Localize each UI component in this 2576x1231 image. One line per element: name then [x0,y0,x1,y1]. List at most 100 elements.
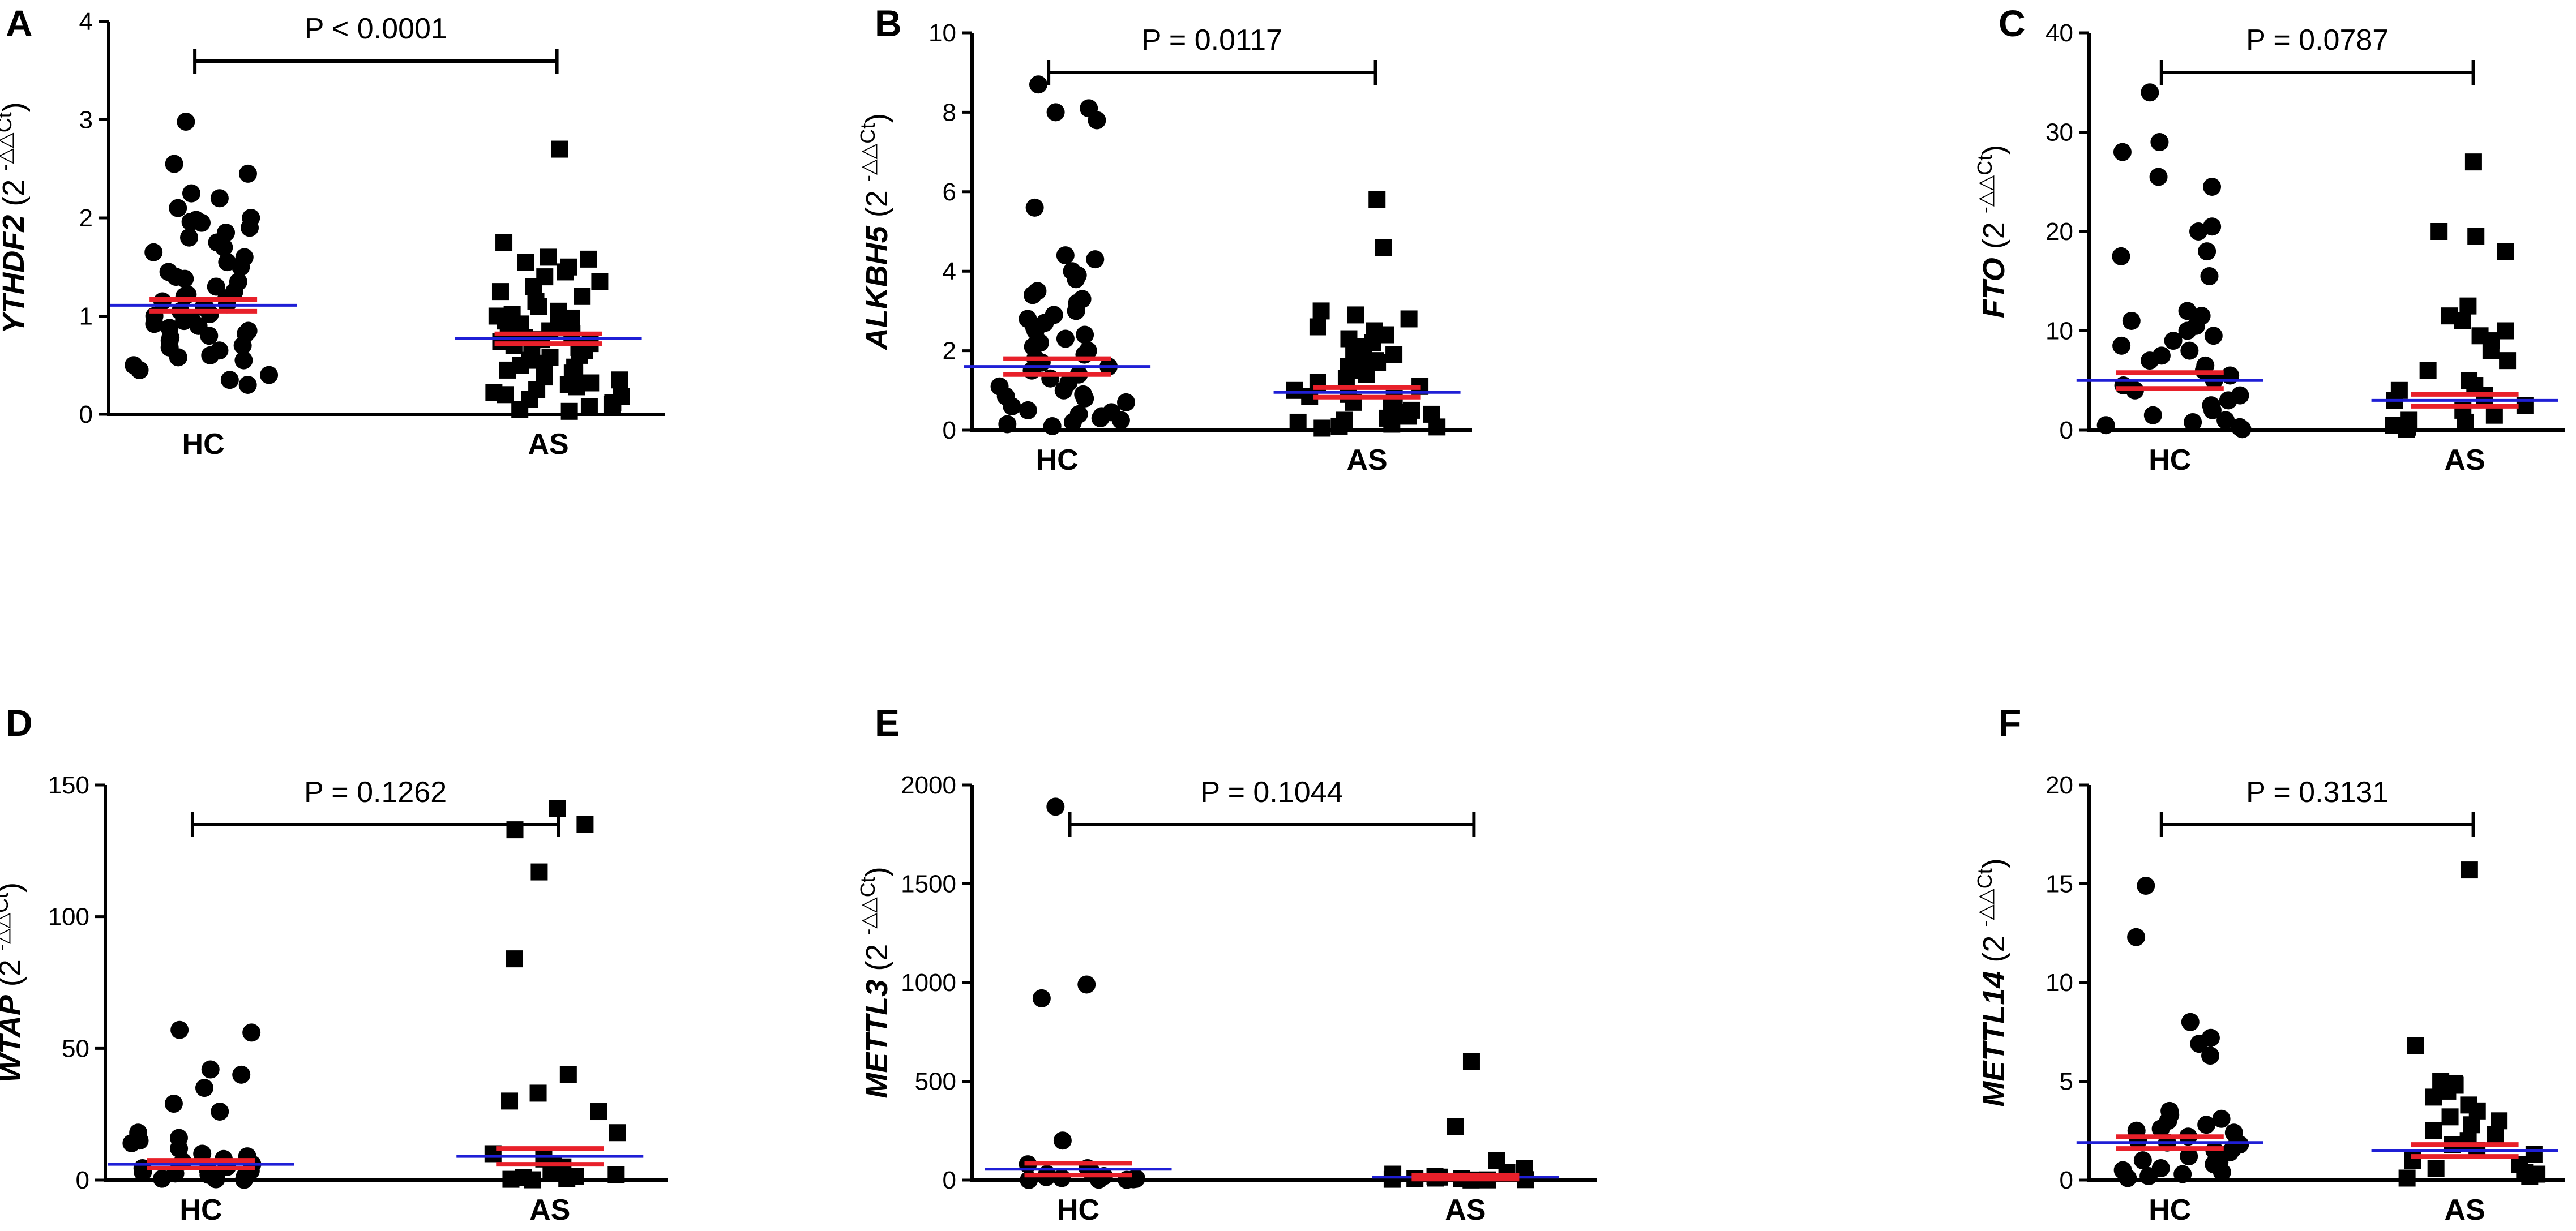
data-point-hc [169,348,187,367]
data-point-hc [2184,413,2202,431]
data-point-hc [2233,420,2252,439]
data-point-as [1517,1171,1534,1189]
y-axis-label-base: (2 [1977,927,2011,971]
y-tick-label: 5 [2060,1068,2073,1096]
y-tick-label: 0 [76,1166,89,1194]
data-point-as [2430,223,2448,240]
data-point-hc [235,1170,254,1189]
data-point-hc [1024,286,1042,304]
data-point-hc [2151,1120,2170,1138]
y-tick-label: 0 [2060,1166,2073,1194]
y-axis-label: FTO (2 -△△Ct) [1973,145,2011,318]
data-point-hc [233,336,252,355]
data-point-hc [1075,345,1094,364]
panel-b: B 0 2 4 6 8 10 ALKBH5 (2 -△△Ct) HC AS P = 0.0117 [856,2,1472,477]
data-point-hc [1054,381,1073,400]
x-category-label-hc: HC [182,428,225,461]
data-point-hc [2203,178,2222,196]
data-point-hc [1043,417,1062,435]
y-tick-label: 8 [943,98,956,126]
data-point-hc [2180,1147,2198,1166]
y-tick-label: 0 [79,401,93,428]
y-axis-label-gene: METTL14 [1977,971,2011,1107]
data-point-hc [1088,111,1106,130]
data-point-as [2461,861,2478,879]
y-axis-label-base: (2 [0,171,31,215]
y-tick-label: 4 [943,258,956,285]
p-value-label: P < 0.0001 [305,12,447,45]
panel-letter: D [6,702,33,744]
data-point-as [497,386,514,404]
x-category-label-hc: HC [2149,444,2191,477]
y-axis-label-exponent: -△△Ct [856,877,879,935]
data-point-as [580,250,597,268]
data-point-hc [122,1134,141,1152]
data-point-hc [1053,1131,1072,1150]
data-point-hc [220,371,239,389]
data-point-as [2497,243,2514,260]
data-point-hc [2141,83,2159,102]
data-point-as [607,1166,625,1183]
data-point-as [1383,1170,1401,1188]
data-point-hc [192,213,211,232]
data-point-as [2482,342,2500,359]
data-point-hc [207,1170,225,1189]
y-tick-label: 500 [915,1068,956,1096]
data-point-hc [238,375,257,394]
panel-letter: A [6,2,33,44]
data-point-hc [1077,975,1096,994]
y-axis-label-gene: FTO [1977,258,2011,318]
data-point-hc [1056,246,1075,265]
data-point-hc [182,184,200,203]
data-point-hc [177,112,195,131]
data-point-as [611,371,628,389]
data-point-as [603,396,621,413]
data-point-as [1400,310,1418,328]
data-point-hc [1032,989,1051,1007]
data-point-hc [1091,409,1110,427]
data-point-hc [165,155,183,173]
x-category-label-as: AS [2444,1194,2485,1226]
data-point-as [1330,417,1348,435]
data-point-hc [242,1023,261,1042]
data-point-hc [200,327,219,345]
data-point-as [559,1066,577,1083]
panel-e: E 0 500 1000 1500 2000 METTL3 (2 -△△Ct) HC AS P =… [856,702,1597,1226]
p-value-label: P = 0.1262 [304,776,447,809]
data-point-as [2499,352,2517,370]
data-point-hc [1056,329,1075,348]
data-point-hc [2203,401,2222,419]
data-point-hc [2212,1109,2231,1128]
data-point-hc [2122,311,2141,330]
data-point-hc [2198,242,2216,261]
data-point-hc [218,253,237,272]
data-point-hc [1029,75,1047,94]
data-point-as [501,1092,519,1110]
data-point-as [2427,1160,2445,1177]
data-point-as [580,398,598,415]
data-point-as [1400,408,1417,425]
data-point-hc [260,366,279,384]
data-point-as [1368,191,1386,208]
p-value-label: P = 0.0787 [2246,24,2389,57]
panel-letter: B [875,2,902,44]
x-category-label-as: AS [2444,444,2485,477]
data-point-as [2457,413,2474,431]
data-point-as [499,361,516,379]
x-category-label-hc: HC [2149,1194,2191,1226]
data-point-hc [176,269,194,288]
y-axis-label-base: (2 [0,951,27,995]
data-point-hc [164,1095,183,1113]
data-point-hc [2190,1035,2209,1053]
y-tick-label: 0 [943,417,956,444]
panel-letter: E [875,702,900,744]
data-point-as [530,863,548,881]
y-axis-label-close: ) [1977,145,2011,155]
data-point-as [2425,1122,2442,1139]
data-point-hc [210,189,229,208]
data-point-as [2463,1116,2480,1134]
data-point-hc [144,243,163,261]
y-axis-label-exponent: -△△Ct [1973,155,1996,213]
data-point-as [558,1170,576,1187]
